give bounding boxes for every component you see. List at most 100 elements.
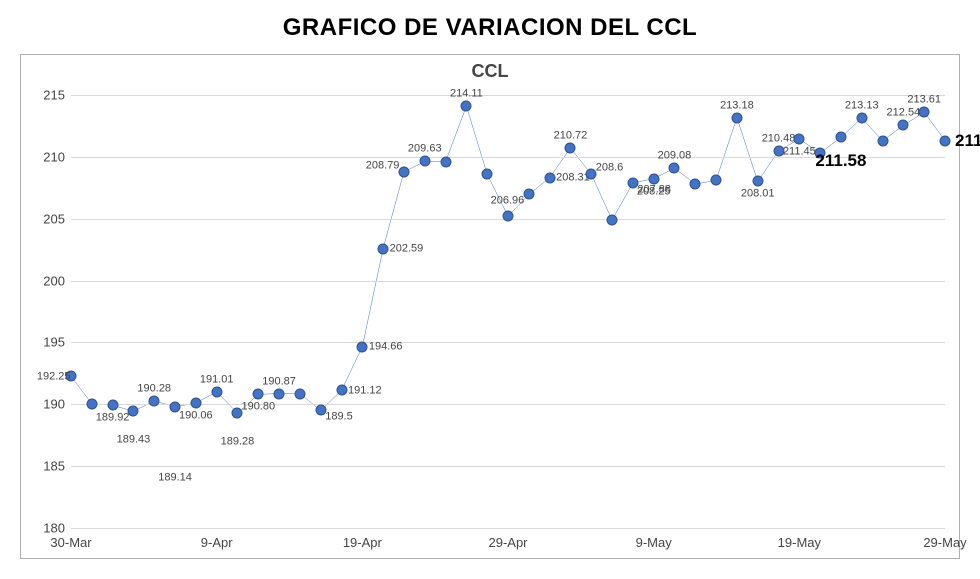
data-point [711, 175, 722, 186]
data-label: 208.31 [556, 172, 590, 184]
data-label: 212.54 [887, 107, 921, 119]
gridline [71, 342, 945, 343]
marker-icon [503, 211, 514, 222]
data-label: 206.96 [491, 195, 525, 207]
data-label: 208.25 [637, 185, 671, 197]
y-tick-label: 180 [31, 521, 65, 536]
data-point: 208.25 [648, 173, 659, 184]
data-point: 214.11 [461, 101, 472, 112]
data-point: 212.54 [898, 120, 909, 131]
data-label: 191.12 [348, 384, 382, 396]
data-label: 190.06 [179, 410, 213, 422]
data-point: 189.5 [315, 405, 326, 416]
data-label: 189.92 [96, 412, 130, 424]
y-tick-label: 185 [31, 459, 65, 474]
data-label: 209.08 [658, 150, 692, 162]
data-point: 210.72 [565, 142, 576, 153]
line-path-layer [71, 95, 945, 528]
marker-icon [856, 113, 867, 124]
data-point: 209.63 [419, 156, 430, 167]
data-point [607, 214, 618, 225]
marker-icon [877, 135, 888, 146]
data-label: 213.18 [720, 99, 754, 111]
y-tick-label: 200 [31, 273, 65, 288]
data-point: 211.45 [794, 133, 805, 144]
x-tick-label: 29-Apr [488, 535, 527, 550]
marker-icon [107, 400, 118, 411]
y-tick-label: 215 [31, 88, 65, 103]
data-point [940, 135, 951, 146]
data-point: 213.61 [919, 107, 930, 118]
data-point: 190.80 [253, 389, 264, 400]
data-point [503, 211, 514, 222]
data-point: 189.92 [107, 400, 118, 411]
x-tick-label: 9-Apr [201, 535, 233, 550]
marker-icon [274, 388, 285, 399]
marker-icon [669, 163, 680, 174]
data-point [877, 135, 888, 146]
marker-icon [378, 243, 389, 254]
data-label: 211.45 [783, 145, 816, 157]
marker-icon [835, 132, 846, 143]
y-tick-label: 190 [31, 397, 65, 412]
data-point: 190.28 [149, 395, 160, 406]
gridline [71, 404, 945, 405]
data-point: 191.01 [211, 386, 222, 397]
x-tick-label: 9-May [636, 535, 672, 550]
marker-icon [190, 398, 201, 409]
data-point [86, 398, 97, 409]
y-tick-label: 210 [31, 149, 65, 164]
data-point: 213.18 [731, 112, 742, 123]
data-point: 190.06 [190, 398, 201, 409]
callout-value: 211.58 [815, 151, 866, 171]
marker-icon [482, 169, 493, 180]
data-point: 192.25 [66, 371, 77, 382]
data-label: 208.6 [596, 162, 624, 174]
marker-icon [523, 189, 534, 200]
data-point: 194.66 [357, 341, 368, 352]
marker-icon [690, 179, 701, 190]
data-label: 190.87 [262, 375, 296, 387]
data-point: 213.13 [856, 113, 867, 124]
gridline [71, 466, 945, 467]
data-label: 213.61 [907, 94, 941, 106]
data-point: 190.87 [274, 388, 285, 399]
data-point: 189.43 [128, 406, 139, 417]
marker-icon [711, 175, 722, 186]
data-point: 208.79 [398, 166, 409, 177]
marker-icon [607, 214, 618, 225]
marker-icon [752, 176, 763, 187]
data-label: 189.5 [325, 411, 353, 423]
data-point: 206.96 [523, 189, 534, 200]
marker-icon [940, 135, 951, 146]
marker-icon [919, 107, 930, 118]
marker-icon [898, 120, 909, 131]
gridline [71, 281, 945, 282]
marker-icon [398, 166, 409, 177]
marker-icon [648, 173, 659, 184]
marker-icon [86, 398, 97, 409]
marker-icon [294, 388, 305, 399]
x-tick-label: 29-May [923, 535, 966, 550]
callout-value: 211.32 [955, 131, 980, 151]
data-label: 190.28 [137, 382, 171, 394]
data-label: 208.01 [741, 188, 775, 200]
data-point [690, 179, 701, 190]
marker-icon [794, 133, 805, 144]
data-label: 214.11 [450, 88, 483, 100]
data-point: 209.08 [669, 163, 680, 174]
marker-icon [128, 406, 139, 417]
marker-icon [253, 389, 264, 400]
y-tick-label: 205 [31, 211, 65, 226]
data-point: 202.59 [378, 243, 389, 254]
marker-icon [440, 156, 451, 167]
data-label: 213.13 [845, 100, 879, 112]
x-tick-label: 19-Apr [343, 535, 382, 550]
page: { "main_title": "GRAFICO DE VARIACION DE… [0, 0, 980, 579]
marker-icon [419, 156, 430, 167]
data-point: 208.01 [752, 176, 763, 187]
chart-area: CCL 18018519019520020521021530-Mar9-Apr1… [20, 54, 960, 559]
data-label: 189.28 [221, 436, 255, 448]
marker-icon [544, 172, 555, 183]
main-title: GRAFICO DE VARIACION DEL CCL [0, 0, 980, 42]
